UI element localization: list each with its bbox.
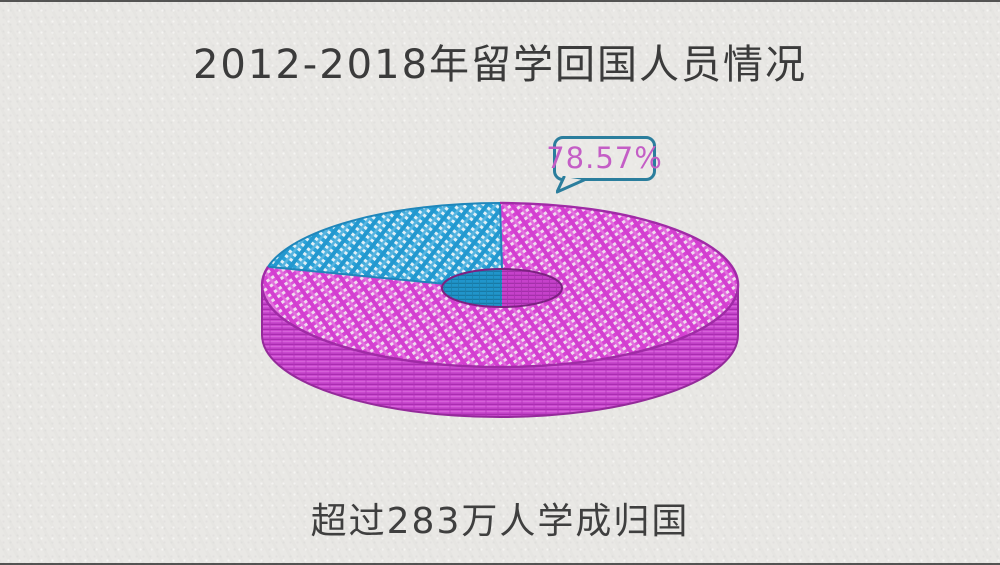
bubble-tail-icon (556, 176, 586, 194)
donut-hole-outline (441, 268, 563, 308)
percent-bubble: 78.57% (546, 136, 662, 194)
caption: 超过283万人学成归国 (310, 501, 690, 542)
donut-outer-outline (260, 201, 740, 369)
top-edge-line (0, 0, 1000, 2)
page-title: 2012-2018年留学回国人员情况 (192, 42, 808, 88)
percent-label: 78.57% (546, 140, 663, 175)
donut-hole-inner-wall-blue (442, 269, 502, 307)
bottom-edge-line (0, 563, 1000, 565)
